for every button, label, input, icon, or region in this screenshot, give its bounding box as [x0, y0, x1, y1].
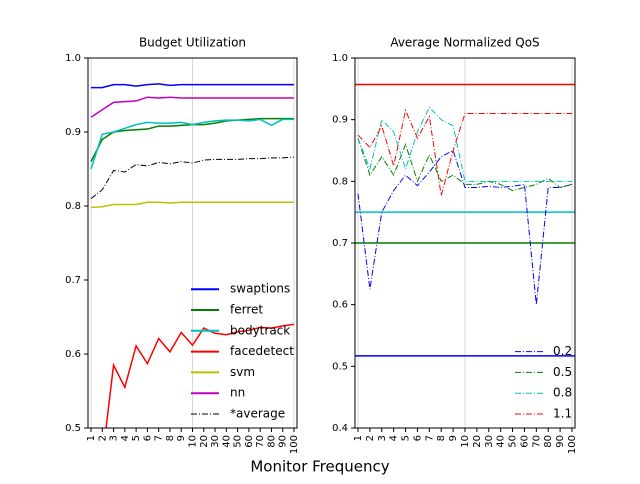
- y-tick-label: 0.6: [332, 300, 348, 311]
- series-line: [357, 138, 573, 192]
- x-tick-label: 50: [233, 435, 244, 448]
- axes-frame: [354, 57, 576, 429]
- x-tick-label: 5: [401, 435, 412, 441]
- legend-label: *average: [230, 407, 285, 421]
- x-tick-label: 100: [567, 435, 578, 454]
- chart-title: Budget Utilization: [139, 36, 246, 50]
- x-tick-label: 6: [412, 435, 423, 441]
- x-tick-label: 60: [244, 435, 255, 448]
- series-line: [357, 106, 572, 182]
- x-tick-label: 2: [365, 435, 376, 441]
- y-tick-label: 1.0: [332, 53, 348, 64]
- x-tick-label: 1: [353, 435, 364, 441]
- y-tick-label: 0.5: [332, 361, 348, 372]
- x-tick-label: 80: [543, 435, 554, 448]
- legend-label: svm: [230, 365, 255, 379]
- y-tick-label: 0.4: [332, 423, 348, 434]
- x-tick-label: 3: [109, 435, 120, 441]
- series-line: [90, 201, 294, 209]
- x-tick-label: 20: [199, 435, 210, 448]
- x-tick-label: 4: [120, 435, 131, 441]
- series-line: [90, 118, 294, 170]
- y-tick-label: 0.7: [65, 275, 81, 286]
- x-tick-label: 8: [165, 435, 176, 441]
- x-tick-label: 9: [448, 435, 459, 441]
- x-tick-label: 50: [508, 435, 519, 448]
- series-line: [357, 149, 573, 305]
- x-tick-label: 20: [472, 435, 483, 448]
- y-tick-label: 1.0: [65, 53, 81, 64]
- legend-label: ferret: [230, 303, 263, 317]
- x-tick-label: 7: [154, 435, 165, 441]
- legend-label: bodytrack: [230, 323, 290, 337]
- y-tick-label: 0.8: [65, 201, 81, 212]
- y-tick-label: 0.6: [65, 349, 81, 360]
- axes-frame: [87, 57, 298, 429]
- y-tick-label: 0.9: [332, 115, 348, 126]
- x-tick-label: 4: [389, 435, 400, 441]
- x-tick-label: 40: [496, 435, 507, 448]
- legend-label: 0.5: [553, 365, 572, 379]
- series-line: [357, 108, 572, 196]
- x-tick-label: 30: [210, 435, 221, 448]
- x-tick-label: 1: [86, 435, 97, 441]
- plot-area: [90, 83, 295, 428]
- x-tick-label: 10: [188, 435, 199, 448]
- series-line: [90, 96, 294, 118]
- x-tick-label: 3: [377, 435, 388, 441]
- legend-label: 1.1: [553, 407, 572, 421]
- x-tick-label: 90: [278, 435, 289, 448]
- plot-area: [355, 83, 575, 357]
- x-tick-label: 6: [142, 435, 153, 441]
- series-line: [90, 156, 295, 199]
- series-line: [105, 323, 295, 428]
- x-tick-label: 7: [424, 435, 435, 441]
- x-tick-label: 2: [97, 435, 108, 441]
- x-tick-label: 60: [519, 435, 530, 448]
- series-line: [91, 83, 294, 89]
- legend-label: 0.2: [553, 344, 572, 358]
- x-tick-label: 40: [221, 435, 232, 448]
- legend-label: swaptions: [230, 282, 290, 296]
- x-tick-label: 80: [266, 435, 277, 448]
- x-tick-label: 70: [531, 435, 542, 448]
- x-tick-label: 30: [484, 435, 495, 448]
- y-tick-label: 0.8: [332, 176, 348, 187]
- legend-label: facedetect: [230, 344, 294, 358]
- y-tick-label: 0.5: [65, 423, 81, 434]
- x-axis-label: Monitor Frequency: [250, 458, 389, 476]
- y-tick-label: 0.7: [332, 238, 348, 249]
- x-tick-label: 70: [255, 435, 266, 448]
- x-tick-label: 10: [460, 435, 471, 448]
- x-tick-label: 8: [436, 435, 447, 441]
- x-tick-label: 5: [131, 435, 142, 441]
- legend-label: nn: [230, 386, 245, 400]
- x-tick-label: 100: [289, 435, 300, 454]
- x-tick-label: 90: [555, 435, 566, 448]
- chart-title: Average Normalized QoS: [390, 36, 539, 50]
- x-tick-label: 9: [176, 435, 187, 441]
- legend-label: 0.8: [553, 386, 572, 400]
- y-tick-label: 0.9: [65, 127, 81, 138]
